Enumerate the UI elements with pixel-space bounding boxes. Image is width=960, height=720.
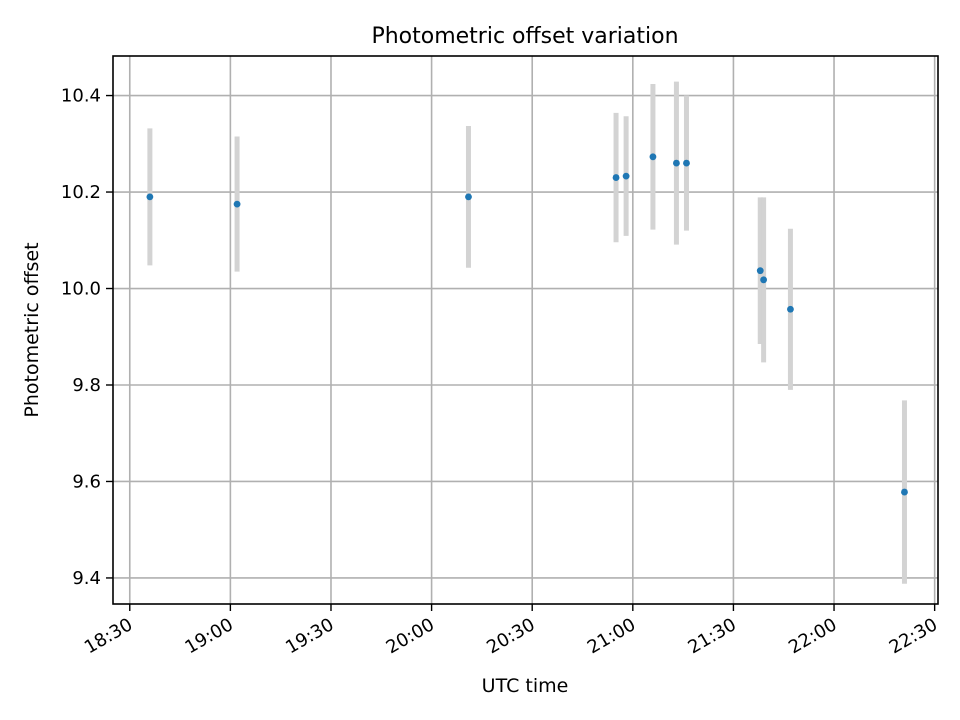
data-point <box>649 153 657 161</box>
error-bars <box>147 81 907 584</box>
data-point <box>233 200 241 208</box>
plot-frame <box>112 55 939 605</box>
data-point <box>146 193 154 201</box>
x-tick-label: 18:30 <box>81 614 136 658</box>
x-tick-label: 22:00 <box>785 614 840 658</box>
x-axis: 18:30 19:00 19:30 20:00 20:30 21:00 21:30 22:00… <box>81 604 941 658</box>
data-point <box>612 174 620 181</box>
grid <box>113 56 938 604</box>
y-tick-label: 9.4 <box>72 568 101 589</box>
x-tick-label: 21:30 <box>685 614 740 658</box>
x-axis-label: UTC time <box>482 675 569 697</box>
data-point <box>901 488 908 496</box>
x-tick-label: 20:30 <box>483 614 538 658</box>
chart-title: Photometric offset variation <box>371 24 678 49</box>
x-tick-label: 21:00 <box>584 614 639 658</box>
data-point <box>756 267 764 275</box>
y-axis: 9.4 9.6 9.8 10.0 10.2 10.4 <box>61 86 113 589</box>
x-tick-label: 19:30 <box>282 614 337 658</box>
data-point <box>683 159 690 167</box>
data-point <box>465 193 472 201</box>
y-tick-label: 10.4 <box>61 86 101 107</box>
x-tick-label: 22:30 <box>886 614 941 658</box>
data-point <box>760 276 768 284</box>
y-tick-label: 9.6 <box>72 471 101 492</box>
data-point <box>622 172 630 180</box>
y-tick-label: 10.2 <box>61 182 101 203</box>
y-tick-label: 10.0 <box>61 279 101 300</box>
data-point <box>673 159 680 167</box>
x-tick-label: 19:00 <box>181 614 236 658</box>
data-point <box>787 305 794 313</box>
data-points <box>146 153 908 496</box>
x-tick-label: 20:00 <box>383 614 438 658</box>
y-axis-label: Photometric offset <box>21 242 43 417</box>
y-tick-label: 9.8 <box>72 375 101 396</box>
